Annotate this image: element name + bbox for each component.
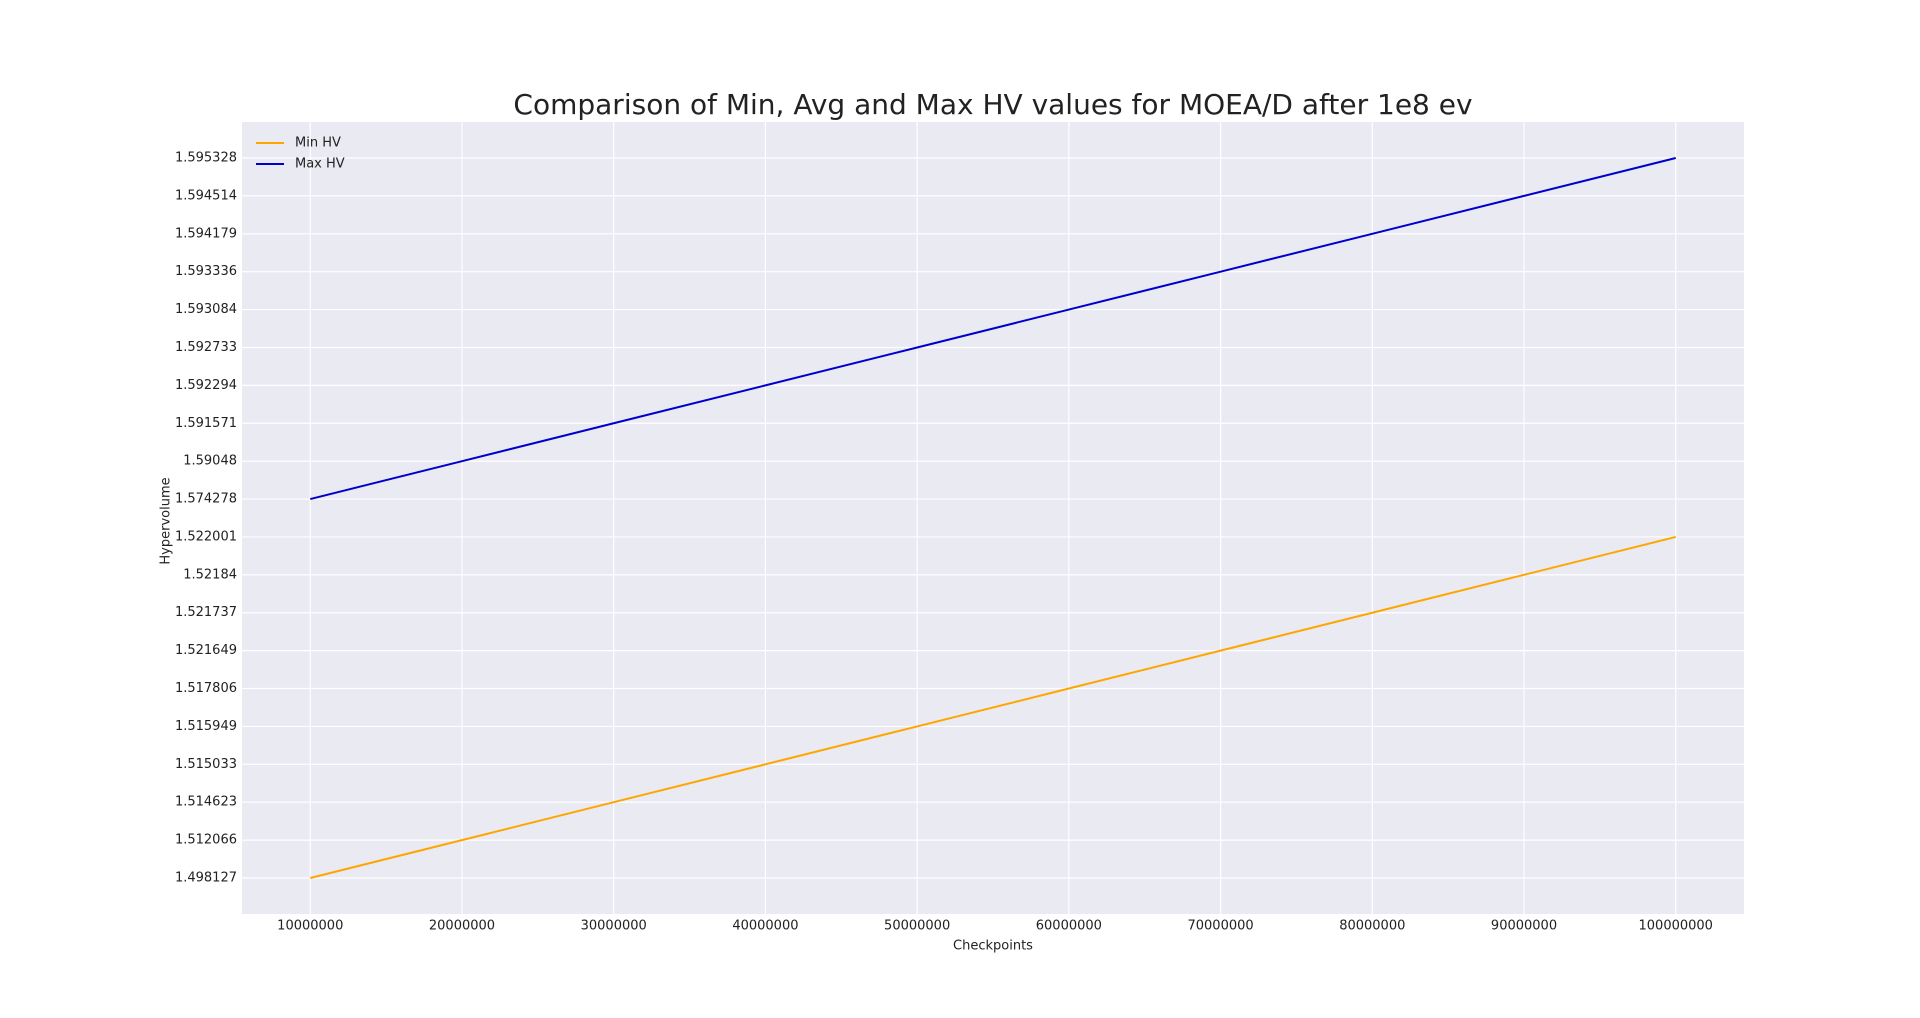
x-tick-label: 60000000	[1036, 919, 1102, 934]
y-tick-label: 1.498127	[175, 871, 237, 886]
legend-label: Min HV	[295, 136, 341, 151]
x-tick-label: 90000000	[1491, 919, 1557, 934]
x-axis-label: Checkpoints	[953, 939, 1033, 954]
y-tick-label: 1.514623	[175, 795, 237, 810]
plot-area	[242, 122, 1744, 914]
legend-label: Max HV	[295, 157, 345, 172]
y-tick-label: 1.595328	[175, 151, 237, 166]
y-tick-label: 1.515033	[175, 757, 237, 772]
x-tick-label: 40000000	[732, 919, 798, 934]
y-tick-label: 1.593336	[175, 264, 237, 279]
y-tick-label: 1.515949	[175, 719, 237, 734]
y-tick-label: 1.593084	[175, 302, 237, 317]
chart-title: Comparison of Min, Avg and Max HV values…	[513, 88, 1472, 121]
y-tick-label: 1.594514	[175, 188, 237, 203]
x-tick-label: 100000000	[1639, 919, 1713, 934]
y-tick-label: 1.522001	[175, 529, 237, 544]
x-tick-label: 10000000	[277, 919, 343, 934]
line-series	[310, 157, 1676, 501]
y-tick-label: 1.517806	[175, 681, 237, 696]
x-tick-label: 20000000	[429, 919, 495, 934]
line-series	[310, 535, 1676, 879]
x-tick-label: 30000000	[581, 919, 647, 934]
y-tick-label: 1.594179	[175, 226, 237, 241]
y-tick-label: 1.591571	[175, 416, 237, 431]
x-tick-label: 70000000	[1187, 919, 1253, 934]
y-tick-label: 1.574278	[175, 492, 237, 507]
y-tick-label: 1.592733	[175, 340, 237, 355]
x-tick-label: 80000000	[1339, 919, 1405, 934]
y-tick-label: 1.52184	[183, 567, 237, 582]
y-tick-label: 1.59048	[183, 454, 237, 469]
y-axis-label: Hypervolume	[159, 477, 174, 564]
y-tick-label: 1.521737	[175, 605, 237, 620]
y-tick-label: 1.592294	[175, 378, 237, 393]
y-tick-label: 1.521649	[175, 643, 237, 658]
x-tick-label: 50000000	[884, 919, 950, 934]
y-tick-label: 1.512066	[175, 833, 237, 848]
